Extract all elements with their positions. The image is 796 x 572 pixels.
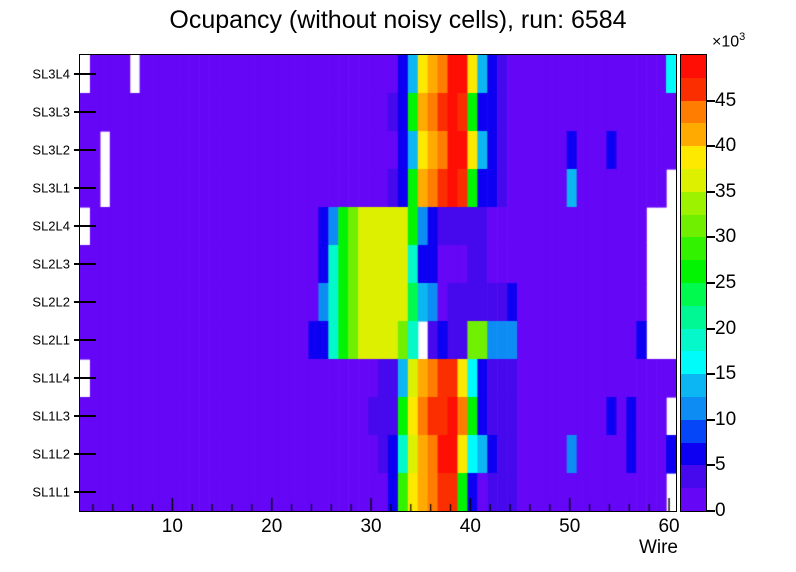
colorbar-tick [706,327,715,330]
colorbar-tick-label: 10 [715,408,737,430]
colorbar-band [681,259,706,283]
y-axis-label: SL2L1 [32,332,70,348]
colorbar-tick-label: 0 [715,500,726,521]
colorbar-band [681,100,706,124]
colorbar-tick [706,510,715,512]
colorbar-band [681,442,706,466]
exponent-base: ×10 [712,33,740,51]
colorbar-band [681,191,706,215]
colorbar-tick [706,418,715,421]
y-axis-tick [74,339,96,341]
x-axis-title: Wire [638,537,678,558]
colorbar-tick-label: 35 [715,180,737,202]
colorbar-tick [706,236,715,239]
colorbar-tick [706,190,715,193]
y-axis-label: SL1L4 [32,370,70,386]
colorbar-band [681,487,706,511]
colorbar-band [681,305,706,329]
colorbar-band [681,122,706,147]
x-tick-label: 10 [161,516,183,537]
y-axis-label: SL3L3 [32,104,70,120]
colorbar-band [681,214,706,238]
y-axis-tick [74,263,96,265]
y-axis-label: SL1L3 [32,408,70,424]
colorbar-tick-label: 15 [715,363,737,385]
colorbar-band [681,77,706,101]
heatmap-canvas [80,55,676,511]
colorbar-band [681,328,706,352]
y-axis-tick [74,73,96,75]
y-axis-label: SL1L2 [32,446,70,462]
colorbar-band [681,54,706,78]
colorbar-band [681,419,706,443]
y-axis-label: SL3L1 [32,180,70,196]
y-axis-tick [74,301,96,303]
x-tick-label: 60 [658,516,680,537]
colorbar-band [681,236,706,261]
colorbar-tick [706,282,715,284]
colorbar-tick-label: 45 [715,89,737,111]
colorbar-band [681,464,706,489]
colorbar-tick-label: 40 [715,135,737,157]
colorbar-band [681,373,706,397]
y-axis-label: SL1L1 [32,484,70,500]
y-axis-tick [74,453,96,455]
y-axis-tick [74,225,96,227]
y-axis-label: SL2L4 [32,218,70,234]
x-tick-label: 20 [261,516,283,537]
y-axis-label: SL2L3 [32,256,70,272]
colorbar-tick-label: 30 [715,226,737,248]
colorbar-band [681,168,706,192]
colorbar-tick-label: 25 [715,272,737,293]
colorbar-tick [706,373,715,376]
colorbar-tick [706,464,715,467]
y-axis-tick [74,377,96,379]
exponent-power: 3 [739,31,746,43]
x-tick-label: 40 [459,516,481,537]
colorbar-tick [706,99,715,102]
y-axis-tick [74,111,96,113]
x-tick-label: 50 [559,516,581,537]
y-axis-tick [74,415,96,417]
y-axis-tick [74,149,96,151]
y-axis-label: SL2L2 [32,294,70,310]
colorbar-band [681,282,706,306]
plot-title: Ocupancy (without noisy cells), run: 658… [169,6,627,34]
colorbar-tick [706,145,715,148]
colorbar-band [681,350,706,375]
plot-frame [79,54,677,512]
colorbar [680,54,707,512]
colorbar-tick-label: 5 [715,454,726,476]
x-tick-label: 30 [360,516,382,537]
colorbar-tick-label: 20 [715,317,737,339]
colorbar-exponent-label: ×103 [712,31,745,51]
y-axis-label: SL3L2 [32,142,70,158]
colorbar-band [681,396,706,420]
y-axis-label: SL3L4 [32,66,70,82]
y-axis-tick [74,491,96,493]
colorbar-band [681,145,706,169]
y-axis-tick [74,187,96,189]
